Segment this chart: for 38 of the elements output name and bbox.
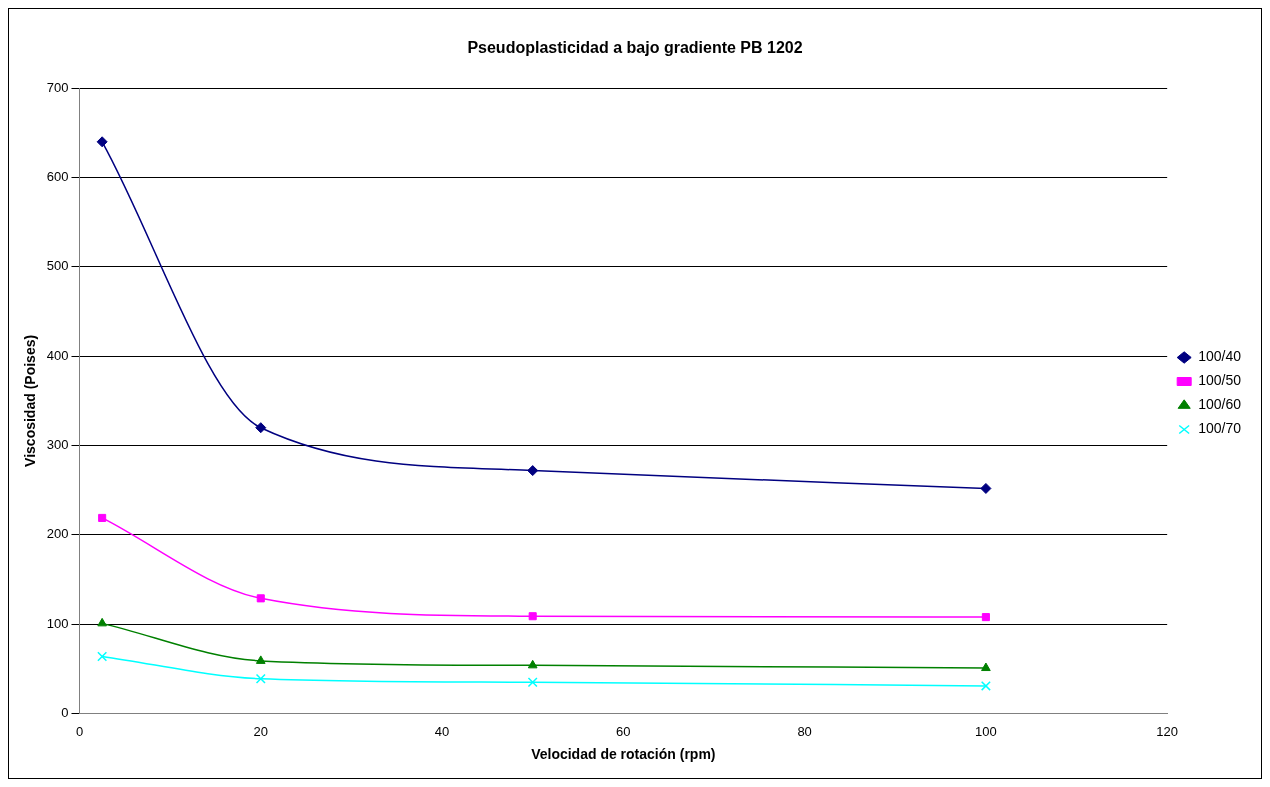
point xyxy=(528,612,537,621)
y-tick-label: 600 xyxy=(46,169,69,185)
legend-label: 100/40 xyxy=(1198,348,1242,365)
y-axis-title: Viscosidad (Poises) xyxy=(22,334,39,467)
x-tick-label: 20 xyxy=(253,723,269,739)
point xyxy=(527,465,539,477)
x-tick-label: 0 xyxy=(75,723,84,739)
legend-label: 100/60 xyxy=(1198,396,1242,413)
y-tick-label: 100 xyxy=(46,615,69,631)
point xyxy=(96,136,108,148)
point xyxy=(97,617,107,627)
x-tick-label: 80 xyxy=(797,723,812,739)
y-tick-label: 0 xyxy=(61,705,69,721)
point xyxy=(255,422,267,434)
point xyxy=(981,613,990,622)
y-tick-label: 500 xyxy=(46,258,69,274)
x-tick-label: 120 xyxy=(1156,723,1179,739)
x-tick-label: 40 xyxy=(434,723,450,739)
point xyxy=(98,513,107,522)
chart-title: Pseudoplasticidad a bajo gradiente PB 1202 xyxy=(467,39,803,57)
x-tick-label: 100 xyxy=(975,723,997,739)
legend-label: 100/70 xyxy=(1198,420,1242,437)
point xyxy=(255,655,266,664)
point xyxy=(255,673,266,684)
point xyxy=(981,662,991,672)
point xyxy=(527,659,538,669)
point xyxy=(256,594,265,603)
x-tick-label: 60 xyxy=(616,723,631,739)
x-axis-title: Velocidad de rotación (rpm) xyxy=(531,746,716,763)
point xyxy=(527,677,538,688)
point xyxy=(980,482,992,494)
y-tick-label: 400 xyxy=(46,347,69,363)
y-tick-label: 300 xyxy=(46,437,69,453)
point xyxy=(97,651,108,662)
y-tick-label: 700 xyxy=(46,79,69,95)
point xyxy=(980,680,991,691)
y-tick-label: 200 xyxy=(46,526,69,542)
legend-label: 100/50 xyxy=(1198,372,1242,389)
